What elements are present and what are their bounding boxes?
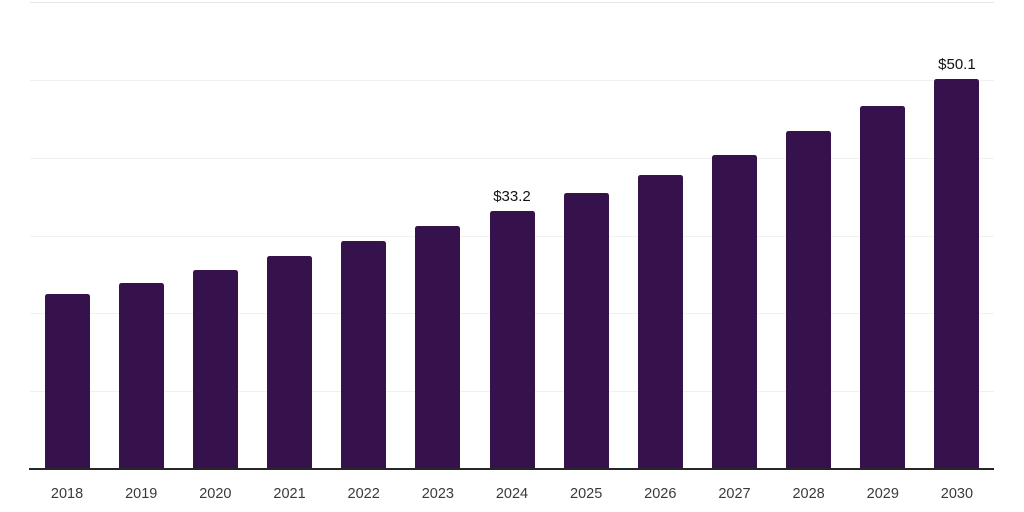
gridline-y40 [30,158,994,159]
x-tick-label-2026: 2026 [644,486,677,502]
bar-2029 [860,106,906,470]
x-tick-label-2020: 2020 [199,486,232,502]
x-tick-label-2021: 2021 [273,486,306,502]
gridline-y50 [30,80,994,81]
bar-2020 [192,269,238,470]
bar-2022 [341,240,387,470]
x-tick-label-2029: 2029 [866,486,899,502]
gridline-y60 [30,2,994,3]
x-tick-label-2023: 2023 [421,486,454,502]
x-tick-label-2028: 2028 [792,486,825,502]
bar-2023 [415,226,461,470]
bar-value-label-2030: $50.1 [938,56,976,74]
bar-2025 [563,193,609,470]
x-tick-label-2018: 2018 [50,486,84,502]
x-tick-label-2025: 2025 [570,486,603,502]
bar-2030 [934,79,980,470]
bar-value-label-2024: $33.2 [493,187,531,205]
bar-2021 [267,255,313,470]
x-axis-line [29,468,994,470]
bar-2027 [711,155,757,470]
x-tick-label-2024: 2024 [495,486,529,502]
bar-2028 [786,131,832,470]
x-tick-label-2022: 2022 [347,486,380,502]
x-tick-label-2027: 2027 [718,486,751,502]
bar-2024 [489,210,535,470]
bar-2018 [44,293,90,470]
x-tick-label-2019: 2019 [125,486,158,502]
x-tick-label-2030: 2030 [940,486,974,502]
bar-2019 [118,282,164,470]
bar-2026 [637,174,683,470]
